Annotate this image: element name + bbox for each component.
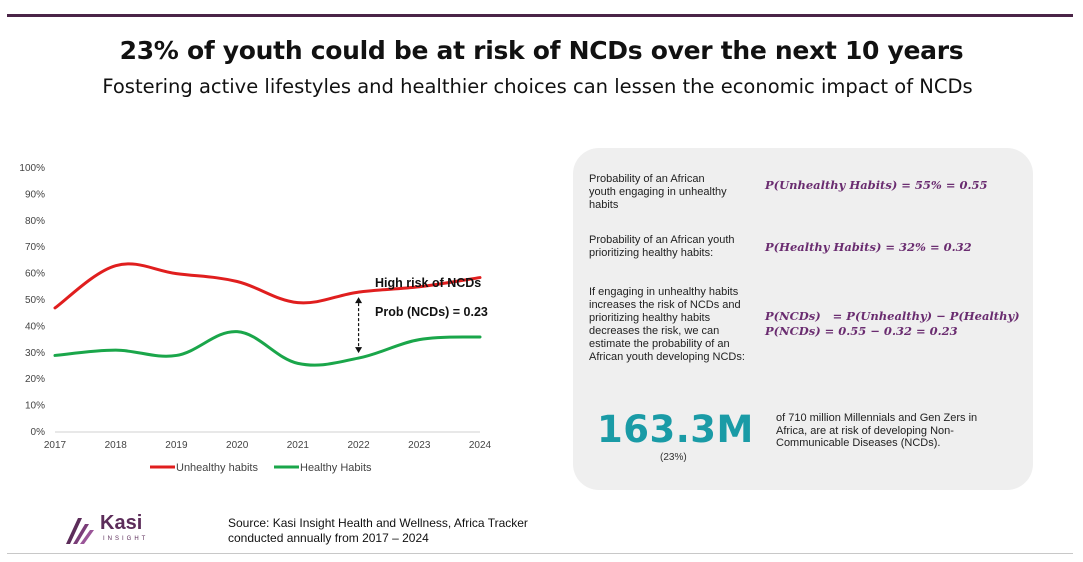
risk-gap-arrow xyxy=(355,297,363,354)
legend-label: Healthy Habits xyxy=(300,462,372,474)
y-tick-label: 100% xyxy=(19,163,45,174)
x-axis-ticks: 2017 2018 2019 2020 2021 2022 2023 2024 xyxy=(44,440,492,451)
chart-legend: Unhealthy habits Healthy Habits xyxy=(150,462,372,474)
q3-text: If engaging in unhealthy habits increase… xyxy=(589,286,745,363)
series-line-healthy xyxy=(53,330,482,367)
page-title: 23% of youth could be at risk of NCDs ov… xyxy=(119,36,964,65)
y-tick-label: 70% xyxy=(25,242,45,253)
y-tick-label: 40% xyxy=(25,321,45,332)
x-tick-label: 2023 xyxy=(408,440,431,451)
q3-formula-line1: P(NCDs) = P(Unhealthy) − P(Healthy) xyxy=(765,309,1020,323)
y-tick-label: 60% xyxy=(25,269,45,280)
annotation-high-risk: High risk of NCDs xyxy=(375,276,481,290)
x-tick-label: 2021 xyxy=(287,440,310,451)
y-tick-label: 30% xyxy=(25,348,45,359)
bottom-divider xyxy=(7,553,1073,554)
y-tick-label: 50% xyxy=(25,295,45,306)
y-tick-label: 80% xyxy=(25,216,45,227)
x-tick-label: 2024 xyxy=(469,440,492,451)
y-tick-label: 10% xyxy=(25,401,45,412)
q3-formula-line2: P(NCDs) = 0.55 − 0.32 = 0.23 xyxy=(765,324,958,338)
big-number: 163.3M xyxy=(597,408,754,451)
logo-name: Kasi xyxy=(100,512,143,534)
q2-formula: P(Healthy Habits) = 32% = 0.32 xyxy=(765,240,972,254)
q1-formula: P(Unhealthy Habits) = 55% = 0.55 xyxy=(765,178,988,192)
q1-text: Probability of an African youth engaging… xyxy=(589,173,727,211)
probability-panel xyxy=(573,148,1033,490)
arrow-head-up xyxy=(355,297,363,304)
logo-subtitle: INSIGHT xyxy=(103,536,149,542)
y-axis-ticks: 0% 10% 20% 30% 40% 50% 60% 70% 80% 90% 100% xyxy=(19,163,45,438)
y-tick-label: 20% xyxy=(25,374,45,385)
line-chart: 0%10%20%30%40%50%60%70%80%90%100% 2017 20… xyxy=(19,163,492,474)
big-percent: (23%) xyxy=(660,452,687,463)
x-tick-label: 2020 xyxy=(226,440,249,451)
series-line-unhealthy xyxy=(53,262,482,310)
kasi-logo: Kasi INSIGHT xyxy=(64,512,164,548)
x-tick-label: 2019 xyxy=(165,440,188,451)
series-lines xyxy=(53,262,482,367)
page-subtitle: Fostering active lifestyles and healthie… xyxy=(102,75,973,98)
top-accent-bar xyxy=(7,14,1073,17)
arrow-head-down xyxy=(355,347,363,354)
big-number-description: of 710 million Millennials and Gen Zers … xyxy=(776,412,978,449)
legend-label: Unhealthy habits xyxy=(176,462,258,474)
x-tick-label: 2022 xyxy=(347,440,370,451)
source-note: Source: Kasi Insight Health and Wellness… xyxy=(228,516,528,545)
q2-text: Probability of an African youth prioriti… xyxy=(589,234,735,259)
y-tick-label: 90% xyxy=(25,189,45,200)
y-tick-label: 0% xyxy=(31,427,46,438)
x-tick-label: 2017 xyxy=(44,440,67,451)
kasi-logo-icon xyxy=(66,518,94,544)
x-tick-label: 2018 xyxy=(105,440,128,451)
annotation-prob: Prob (NCDs) = 0.23 xyxy=(375,305,488,319)
